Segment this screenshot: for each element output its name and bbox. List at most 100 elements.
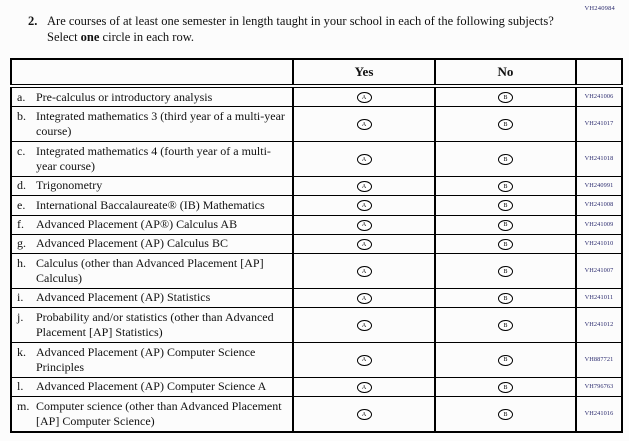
row-letter: b. [17, 108, 26, 123]
no-answer-oval[interactable]: B [498, 266, 513, 278]
header-no: No [434, 58, 577, 88]
yes-answer-oval[interactable]: A [356, 200, 372, 212]
row-subject-label: Probability and/or statistics (other tha… [36, 309, 274, 340]
no-oval-letter: B [503, 411, 508, 418]
yes-oval-letter: A [361, 322, 367, 329]
row-item-code: VH241006 [575, 85, 623, 108]
row-item-code: VH241016 [575, 396, 623, 433]
row-item-code: VH241017 [575, 106, 623, 143]
yes-answer-oval[interactable]: A [356, 92, 372, 104]
yes-oval-letter: A [361, 156, 367, 163]
table-row: j. Probability and/or statistics (other … [10, 307, 623, 344]
yes-oval-letter: A [361, 202, 367, 209]
no-oval-letter: B [503, 94, 508, 101]
table-row: k. Advanced Placement (AP) Computer Scie… [10, 342, 623, 378]
yes-oval-letter: A [361, 268, 367, 275]
yes-answer-oval[interactable]: A [356, 382, 372, 393]
row-subject-label: Advanced Placement (AP) Calculus BC [36, 236, 228, 251]
row-subject-label: International Baccalaureate® (IB) Mathem… [36, 197, 265, 212]
yes-answer-oval[interactable]: A [356, 154, 372, 165]
no-oval-letter: B [503, 121, 508, 128]
no-oval-letter: B [503, 268, 508, 275]
question-text-before: Are courses of at least one semester in … [47, 14, 554, 45]
yes-oval-letter: A [361, 357, 367, 364]
no-answer-oval[interactable]: B [498, 409, 513, 421]
table-row: i. Advanced Placement (AP) Statistics A … [10, 287, 623, 309]
yes-answer-oval[interactable]: A [356, 239, 372, 251]
row-item-code: VH241011 [575, 287, 623, 309]
yes-answer-oval[interactable]: A [356, 119, 372, 131]
no-oval-letter: B [503, 357, 508, 364]
question-text-after: circle in each row. [99, 30, 195, 45]
yes-answer-oval[interactable]: A [356, 354, 372, 366]
yes-oval-letter: A [361, 384, 367, 391]
table-row: l. Advanced Placement (AP) Computer Scie… [10, 376, 623, 398]
no-answer-oval[interactable]: B [498, 181, 513, 193]
no-answer-oval[interactable]: B [498, 382, 513, 393]
yes-answer-oval[interactable]: A [356, 266, 372, 278]
row-subject-label: Computer science (other than Advanced Pl… [36, 398, 282, 428]
no-oval-letter: B [503, 202, 508, 209]
yes-answer-oval[interactable]: A [356, 293, 372, 305]
table-header-row: Yes No [10, 58, 623, 88]
row-item-code: VH241007 [575, 253, 623, 289]
no-oval-letter: B [503, 222, 508, 229]
yes-answer-oval[interactable]: A [356, 320, 372, 332]
row-letter: c. [17, 143, 26, 158]
row-subject-label: Advanced Placement (AP) Computer Science… [36, 344, 256, 374]
yes-oval-letter: A [361, 121, 367, 128]
row-subject-label: Integrated mathematics 3 (third year of … [36, 108, 285, 139]
yes-oval-letter: A [361, 222, 367, 229]
header-code-empty [575, 58, 623, 88]
table-row: c. Integrated mathematics 4 (fourth year… [10, 141, 623, 177]
question-number: 2. [28, 14, 38, 28]
row-subject-label: Integrated mathematics 4 (fourth year of… [36, 143, 271, 173]
no-answer-oval[interactable]: B [498, 154, 513, 165]
yes-oval-letter: A [361, 295, 367, 302]
question-block: 2. Are courses of at least one semester … [28, 13, 573, 46]
question-text: Are courses of at least one semester in … [47, 13, 567, 46]
yes-oval-letter: A [361, 241, 367, 248]
yes-answer-oval[interactable]: A [356, 409, 372, 421]
table-row: e. International Baccalaureate® (IB) Mat… [10, 195, 623, 216]
yes-oval-letter: A [361, 411, 367, 418]
row-subject-label: Trigonometry [36, 178, 103, 193]
row-subject-label: Calculus (other than Advanced Placement … [36, 255, 264, 286]
row-item-code: VH241009 [575, 214, 623, 235]
no-answer-oval[interactable]: B [498, 293, 513, 305]
question-text-bold: one [80, 30, 100, 45]
no-answer-oval[interactable]: B [498, 354, 513, 366]
no-oval-letter: B [503, 295, 508, 302]
no-answer-oval[interactable]: B [498, 200, 513, 212]
header-subject-empty [10, 58, 294, 88]
no-oval-letter: B [503, 156, 508, 163]
row-item-code: VH241010 [575, 233, 623, 255]
row-letter: g. [17, 236, 26, 251]
yes-oval-letter: A [361, 183, 367, 190]
no-answer-oval[interactable]: B [498, 92, 513, 104]
row-letter: j. [17, 309, 24, 324]
row-letter: f. [17, 217, 24, 232]
row-letter: l. [17, 379, 24, 394]
no-oval-letter: B [503, 183, 508, 190]
table-row: f. Advanced Placement (AP®) Calculus AB … [10, 214, 623, 235]
row-letter: i. [17, 290, 24, 305]
row-item-code: VH241012 [575, 307, 623, 344]
row-item-code: VH796763 [575, 376, 623, 398]
courses-table: Yes No a. Pre-calculus or introductory a… [10, 58, 623, 433]
yes-answer-oval[interactable]: A [356, 181, 372, 193]
form-item-code: VH240984 [584, 5, 615, 12]
no-answer-oval[interactable]: B [498, 219, 513, 231]
yes-answer-oval[interactable]: A [356, 219, 372, 231]
row-subject-label: Advanced Placement (AP) Statistics [36, 290, 211, 305]
row-item-code: VH241008 [575, 195, 623, 216]
row-subject-label: Advanced Placement (AP®) Calculus AB [36, 217, 238, 232]
no-oval-letter: B [503, 322, 508, 329]
no-answer-oval[interactable]: B [498, 239, 513, 251]
table-row: m. Computer science (other than Advanced… [10, 396, 623, 433]
row-letter: a. [17, 89, 26, 104]
row-item-code: VH887721 [575, 342, 623, 378]
yes-oval-letter: A [361, 94, 367, 101]
no-answer-oval[interactable]: B [498, 119, 513, 131]
no-answer-oval[interactable]: B [498, 320, 513, 332]
